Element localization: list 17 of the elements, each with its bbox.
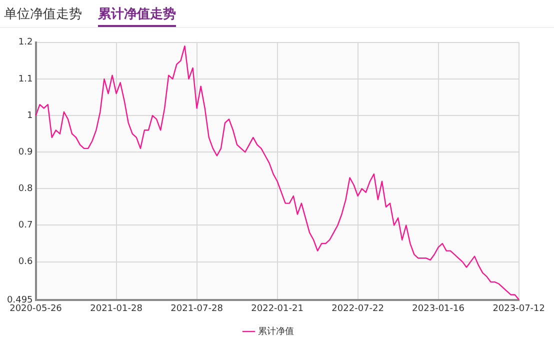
y-tick-label: 0.8 [18, 184, 34, 194]
chart-title: 累计净值走势 [98, 5, 176, 27]
y-tick-label: 1 [27, 110, 33, 121]
x-tick-label: 2022-01-21 [251, 304, 304, 314]
x-tick-label: 2023-01-16 [412, 304, 465, 314]
y-tick-label: 0.6 [18, 257, 34, 268]
x-tick-label: 2020-05-26 [10, 304, 62, 314]
y-tick-label: 0.7 [18, 220, 33, 231]
legend-label: 累计净值 [258, 326, 294, 337]
y-tick-label: 1.2 [18, 38, 33, 48]
y-tick-label: 1.1 [18, 74, 33, 84]
x-tick-label: 2022-07-22 [332, 304, 384, 314]
x-tick-label: 2021-07-28 [170, 304, 224, 314]
text: 单位净值走势 [4, 6, 82, 24]
x-tick-label: 2021-01-28 [90, 304, 143, 314]
y-tick-label: 0.9 [18, 147, 34, 158]
x-tick-label: 2023-07-12 [492, 304, 546, 314]
